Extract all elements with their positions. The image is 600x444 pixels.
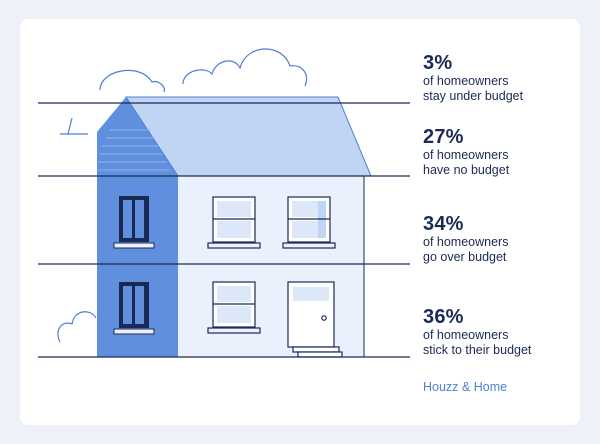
stat-line-2: stay under budget xyxy=(423,89,524,103)
stat-value: 27% xyxy=(423,126,464,148)
stat-value: 3% xyxy=(423,52,453,74)
stat-line-2: go over budget xyxy=(423,250,507,264)
main-wall xyxy=(178,176,364,357)
stat-value: 36% xyxy=(423,306,464,328)
stat-stay-under-budget: 3% of homeowners stay under budget xyxy=(423,52,583,104)
stat-line-2: have no budget xyxy=(423,163,510,177)
window xyxy=(113,282,155,335)
stat-line-1: of homeowners xyxy=(423,148,509,162)
stat-stick-to-budget: 36% of homeowners stick to their budget xyxy=(423,306,583,358)
window xyxy=(207,281,261,334)
divider-lines xyxy=(38,102,410,358)
source-credit: Houzz & Home xyxy=(423,380,508,394)
stat-line-2: stick to their budget xyxy=(423,343,532,357)
front-door xyxy=(287,281,343,358)
stat-over-budget: 34% of homeowners go over budget xyxy=(423,213,583,265)
window xyxy=(207,196,261,249)
stat-line-1: of homeowners xyxy=(423,74,509,88)
roof-gable xyxy=(97,97,178,176)
stat-value: 34% xyxy=(423,213,464,235)
window xyxy=(282,196,336,249)
cloud-icon xyxy=(57,48,308,343)
roof-shingles xyxy=(98,129,170,171)
stat-line-1: of homeowners xyxy=(423,328,509,342)
stat-line-1: of homeowners xyxy=(423,235,509,249)
window xyxy=(113,196,155,249)
stat-no-budget: 27% of homeowners have no budget xyxy=(423,126,583,178)
